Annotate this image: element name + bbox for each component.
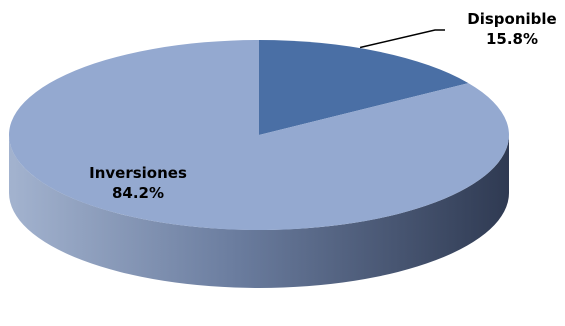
pie-slice-inversiones bbox=[9, 40, 510, 230]
slice-label-inversiones: Inversiones bbox=[89, 164, 187, 182]
pie-side-face bbox=[9, 135, 509, 288]
leader-lines bbox=[359, 29, 445, 49]
slice-value-disponible: 15.8% bbox=[486, 30, 538, 48]
data-labels: Disponible 15.8% Inversiones 84.2% bbox=[89, 10, 557, 202]
slice-value-inversiones: 84.2% bbox=[112, 184, 164, 202]
pie-side-wall bbox=[9, 135, 509, 288]
slice-label-disponible: Disponible bbox=[467, 10, 556, 28]
pie-slice-disponible bbox=[259, 40, 469, 135]
leader-line-disponible bbox=[359, 29, 445, 49]
pie-top-face bbox=[9, 40, 510, 230]
